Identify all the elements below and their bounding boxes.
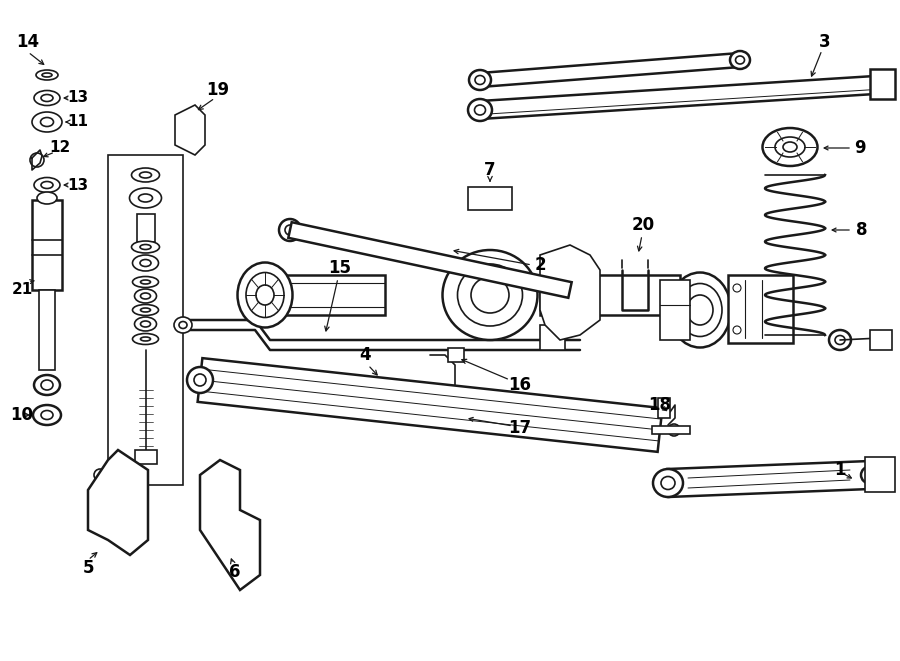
Bar: [555, 285, 573, 303]
Polygon shape: [658, 398, 670, 418]
Bar: [865, 457, 895, 492]
Ellipse shape: [187, 367, 213, 393]
Text: 21: 21: [12, 282, 32, 297]
Ellipse shape: [140, 280, 150, 284]
Text: 2: 2: [535, 256, 545, 274]
Ellipse shape: [140, 308, 150, 312]
Ellipse shape: [762, 128, 817, 166]
Ellipse shape: [132, 305, 158, 315]
Ellipse shape: [41, 95, 53, 102]
Polygon shape: [870, 69, 895, 99]
Polygon shape: [480, 76, 876, 119]
Ellipse shape: [41, 182, 53, 188]
Ellipse shape: [730, 51, 750, 69]
Bar: [134, 450, 157, 464]
Text: 12: 12: [50, 141, 70, 155]
Polygon shape: [288, 222, 572, 298]
Ellipse shape: [34, 178, 60, 192]
Text: 5: 5: [82, 559, 94, 577]
Ellipse shape: [443, 250, 537, 340]
Bar: [660, 280, 690, 340]
Polygon shape: [175, 105, 205, 155]
Ellipse shape: [41, 410, 53, 420]
Ellipse shape: [33, 405, 61, 425]
Bar: [39, 290, 55, 370]
Polygon shape: [668, 461, 870, 497]
Ellipse shape: [238, 262, 292, 327]
Polygon shape: [468, 187, 512, 210]
Ellipse shape: [130, 188, 161, 208]
Text: 20: 20: [632, 216, 654, 234]
Polygon shape: [88, 450, 148, 555]
Polygon shape: [480, 53, 741, 87]
Ellipse shape: [829, 330, 851, 350]
Text: 8: 8: [856, 221, 868, 239]
Ellipse shape: [131, 168, 159, 182]
Text: 14: 14: [16, 33, 40, 51]
Text: 17: 17: [508, 419, 532, 437]
Polygon shape: [540, 245, 600, 340]
Ellipse shape: [861, 467, 879, 483]
Ellipse shape: [140, 293, 150, 299]
Ellipse shape: [140, 337, 150, 341]
Text: 6: 6: [230, 563, 241, 581]
Ellipse shape: [468, 99, 492, 121]
Ellipse shape: [139, 194, 152, 202]
Bar: [137, 214, 155, 242]
Bar: [448, 348, 464, 362]
Text: 19: 19: [206, 81, 230, 99]
Ellipse shape: [37, 192, 57, 204]
Text: 4: 4: [359, 346, 371, 364]
Text: 11: 11: [68, 114, 88, 130]
Ellipse shape: [41, 380, 53, 390]
Ellipse shape: [140, 260, 151, 266]
Ellipse shape: [134, 289, 157, 303]
Ellipse shape: [560, 280, 580, 300]
Bar: [255, 275, 385, 315]
Bar: [728, 275, 793, 343]
Text: 7: 7: [484, 161, 496, 179]
Ellipse shape: [36, 70, 58, 80]
Ellipse shape: [179, 321, 187, 329]
Text: 10: 10: [11, 406, 33, 424]
Ellipse shape: [132, 255, 158, 271]
Text: 9: 9: [854, 139, 866, 157]
Ellipse shape: [653, 469, 683, 497]
Ellipse shape: [669, 272, 731, 348]
Ellipse shape: [140, 172, 151, 178]
Bar: [540, 275, 680, 315]
Ellipse shape: [132, 334, 158, 344]
Ellipse shape: [32, 112, 62, 132]
Text: 13: 13: [68, 178, 88, 192]
Text: 1: 1: [834, 461, 846, 479]
Ellipse shape: [174, 317, 192, 333]
Ellipse shape: [134, 317, 157, 331]
Text: 18: 18: [649, 396, 671, 414]
Ellipse shape: [140, 321, 150, 327]
Ellipse shape: [34, 91, 60, 106]
Bar: [32, 200, 62, 290]
Ellipse shape: [42, 73, 52, 77]
Ellipse shape: [279, 219, 301, 241]
Bar: [108, 155, 183, 485]
Polygon shape: [200, 460, 260, 590]
Ellipse shape: [40, 118, 53, 126]
Ellipse shape: [34, 375, 60, 395]
Ellipse shape: [140, 245, 151, 249]
Ellipse shape: [186, 129, 200, 141]
Ellipse shape: [469, 70, 491, 90]
Text: 13: 13: [68, 91, 88, 106]
Bar: [540, 325, 565, 350]
Text: 15: 15: [328, 259, 352, 277]
Bar: [870, 330, 892, 350]
Text: 16: 16: [508, 376, 532, 394]
Ellipse shape: [132, 276, 158, 288]
Ellipse shape: [131, 241, 159, 253]
Text: 3: 3: [819, 33, 831, 51]
Polygon shape: [652, 426, 690, 434]
Polygon shape: [198, 358, 662, 452]
